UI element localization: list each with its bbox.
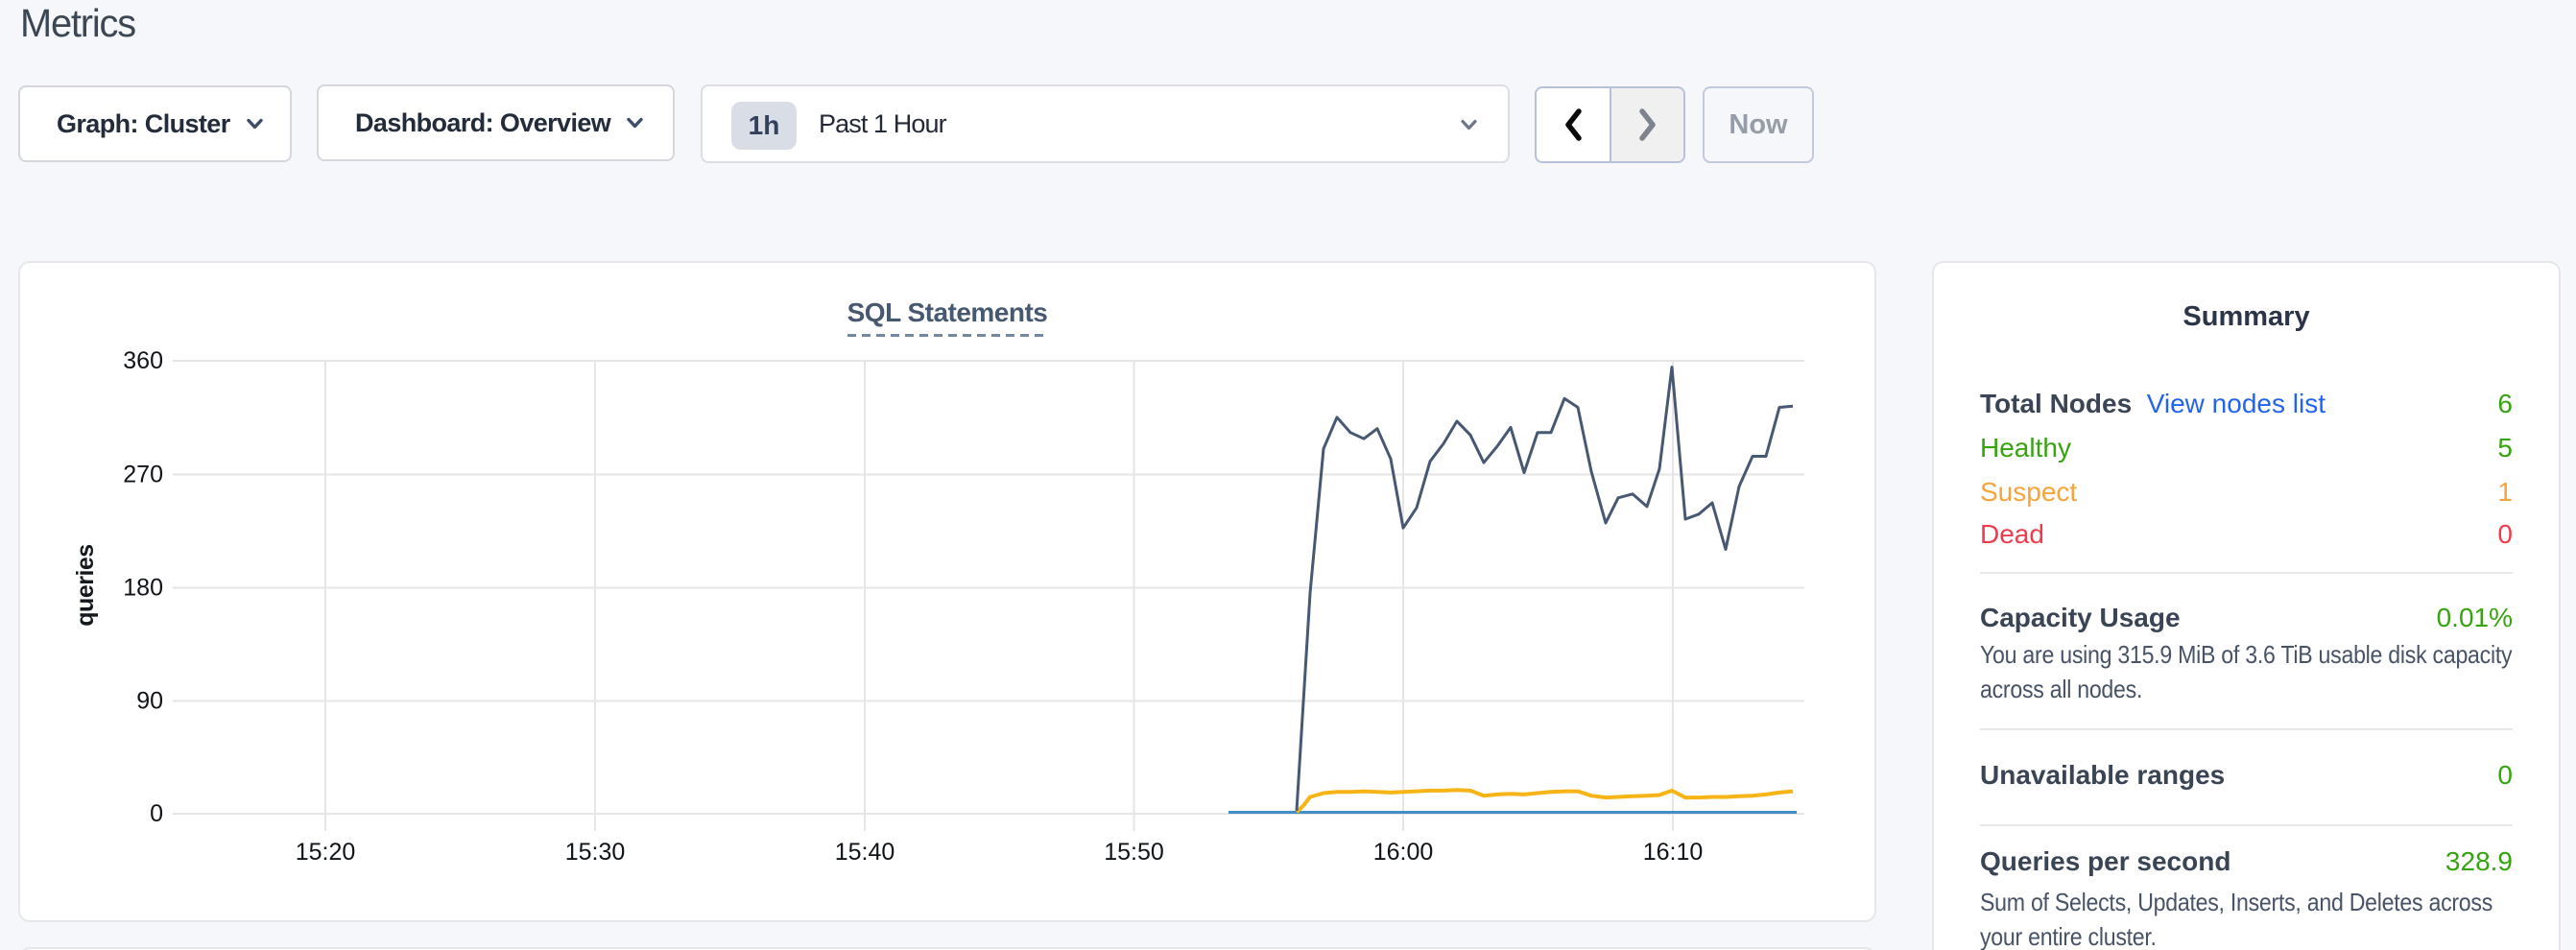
svg-text:15:30: 15:30 bbox=[565, 839, 626, 866]
svg-text:0: 0 bbox=[150, 800, 163, 827]
svg-text:270: 270 bbox=[123, 462, 163, 488]
svg-text:180: 180 bbox=[123, 575, 163, 602]
svg-text:15:20: 15:20 bbox=[296, 839, 356, 866]
svg-text:15:50: 15:50 bbox=[1104, 839, 1164, 866]
svg-text:15:40: 15:40 bbox=[835, 839, 895, 866]
svg-text:90: 90 bbox=[136, 688, 163, 715]
svg-text:360: 360 bbox=[123, 347, 163, 374]
svg-text:16:00: 16:00 bbox=[1373, 839, 1434, 866]
svg-text:16:10: 16:10 bbox=[1643, 839, 1704, 866]
svg-text:queries: queries bbox=[72, 544, 99, 626]
